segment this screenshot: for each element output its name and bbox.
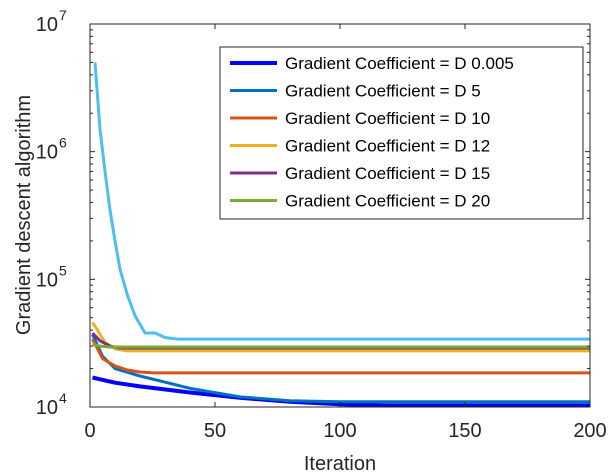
y-tick-exponent: 5 [59,262,67,278]
x-tick-label: 200 [573,420,606,442]
series-line-7 [93,62,590,341]
y-axis-label: Gradient descent algorithm [13,95,35,335]
y-tick-exponent: 6 [59,135,67,151]
legend-label-3: Gradient Coefficient = D 10 [285,109,490,128]
legend-box [219,46,584,220]
legend-label-6: Gradient Coefficient = D 20 [285,192,490,211]
x-axis-label: Iteration [304,453,376,475]
legend-label-4: Gradient Coefficient = D 12 [285,137,490,156]
x-tick-label: 0 [84,420,95,442]
y-tick-label: 10 [36,397,58,419]
legend-label-1: Gradient Coefficient = D 0.005 [285,54,514,73]
x-tick-label: 100 [323,420,356,442]
x-tick-label: 150 [448,420,481,442]
legend-label-5: Gradient Coefficient = D 15 [285,164,490,183]
y-tick-label: 10 [36,14,58,36]
series-line-6 [92,342,590,349]
y-tick-label: 10 [36,142,58,164]
series-layer [91,62,590,408]
series-line-3 [91,338,590,375]
legend-label-2: Gradient Coefficient = D 5 [285,82,481,101]
legend: Gradient Coefficient = D 0.005 Gradient C… [219,46,584,220]
x-tick-label: 50 [204,420,226,442]
y-tick-label: 10 [36,269,58,291]
y-tick-exponent: 7 [59,7,67,23]
y-tick-exponent: 4 [59,390,67,406]
